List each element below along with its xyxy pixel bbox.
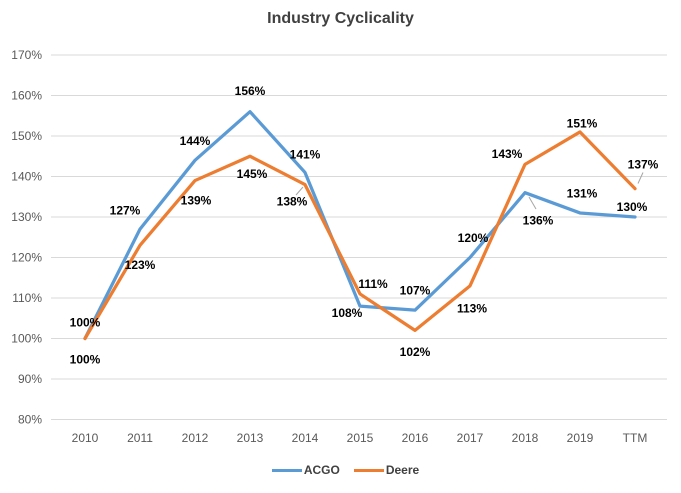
data-label-deere-2018: 143% (492, 147, 523, 161)
data-label-acgo-2014: 141% (290, 147, 321, 161)
legend-item-acgo: ACGO (271, 463, 340, 477)
data-label-deere-2017: 113% (457, 301, 487, 315)
data-label-acgo-2015: 108% (332, 306, 363, 320)
data-label-acgo-2019: 131% (567, 186, 598, 200)
data-label-acgo-2017: 120% (458, 231, 489, 245)
data-label-acgo-2018: 136% (523, 214, 554, 228)
y-tick-label: 110% (12, 291, 42, 305)
y-tick-label: 100% (11, 332, 42, 346)
chart-title: Industry Cyclicality (267, 10, 414, 27)
acgo-line (83, 110, 637, 341)
data-label-deere-2019: 151% (567, 116, 598, 130)
deere-line-swatch-icon (353, 468, 384, 472)
x-tick-label: 2018 (512, 431, 539, 445)
x-tick-label: 2017 (457, 431, 484, 445)
x-tick-label: 2019 (567, 431, 594, 445)
legend: ACGO Deere (5, 463, 681, 477)
x-tick-label: 2012 (182, 431, 209, 445)
y-tick-label: 80% (18, 413, 42, 427)
legend-item-deere: Deere (353, 463, 420, 477)
x-tick-label: 2013 (237, 431, 264, 445)
y-tick-label: 140% (11, 170, 42, 184)
y-tick-label: 160% (11, 89, 42, 103)
data-label-acgo-2012: 144% (180, 134, 211, 148)
data-label-deere-TTM: 137% (628, 158, 659, 172)
data-label-acgo-2013: 156% (235, 84, 266, 98)
x-tick-label: TTM (623, 431, 648, 445)
data-label-deere-2010: 100% (70, 353, 101, 367)
data-label-deere-2013: 145% (237, 167, 268, 181)
deere-legend-label: Deere (385, 463, 420, 477)
data-label-acgo-TTM: 130% (617, 200, 648, 214)
x-tick-label: 2016 (402, 431, 429, 445)
acgo-legend-label: ACGO (303, 463, 340, 477)
x-tick-label: 2015 (347, 431, 374, 445)
x-tick-label: 2010 (72, 431, 99, 445)
y-tick-label: 90% (18, 372, 42, 386)
data-label-deere-2011: 123% (125, 258, 156, 272)
acgo-line-swatch-icon (271, 468, 302, 472)
data-label-acgo-2011: 127% (110, 204, 141, 218)
label-leader-line (295, 186, 304, 196)
deere-line (83, 130, 637, 341)
y-tick-label: 170% (11, 48, 42, 62)
x-tick-label: 2014 (292, 431, 319, 445)
data-label-deere-2014: 138% (277, 195, 308, 209)
y-tick-label: 150% (11, 129, 42, 143)
y-tick-label: 130% (11, 210, 42, 224)
data-label-deere-2012: 139% (181, 194, 212, 208)
label-leader-line (637, 172, 644, 184)
data-label-deere-2016: 102% (400, 345, 431, 359)
data-label-acgo-2016: 107% (400, 284, 431, 298)
data-label-deere-2015: 111% (358, 277, 388, 291)
y-tick-label: 120% (11, 251, 42, 265)
label-leader-line (528, 196, 537, 210)
x-tick-label: 2011 (127, 431, 153, 445)
data-label-acgo-2010: 100% (70, 316, 101, 330)
